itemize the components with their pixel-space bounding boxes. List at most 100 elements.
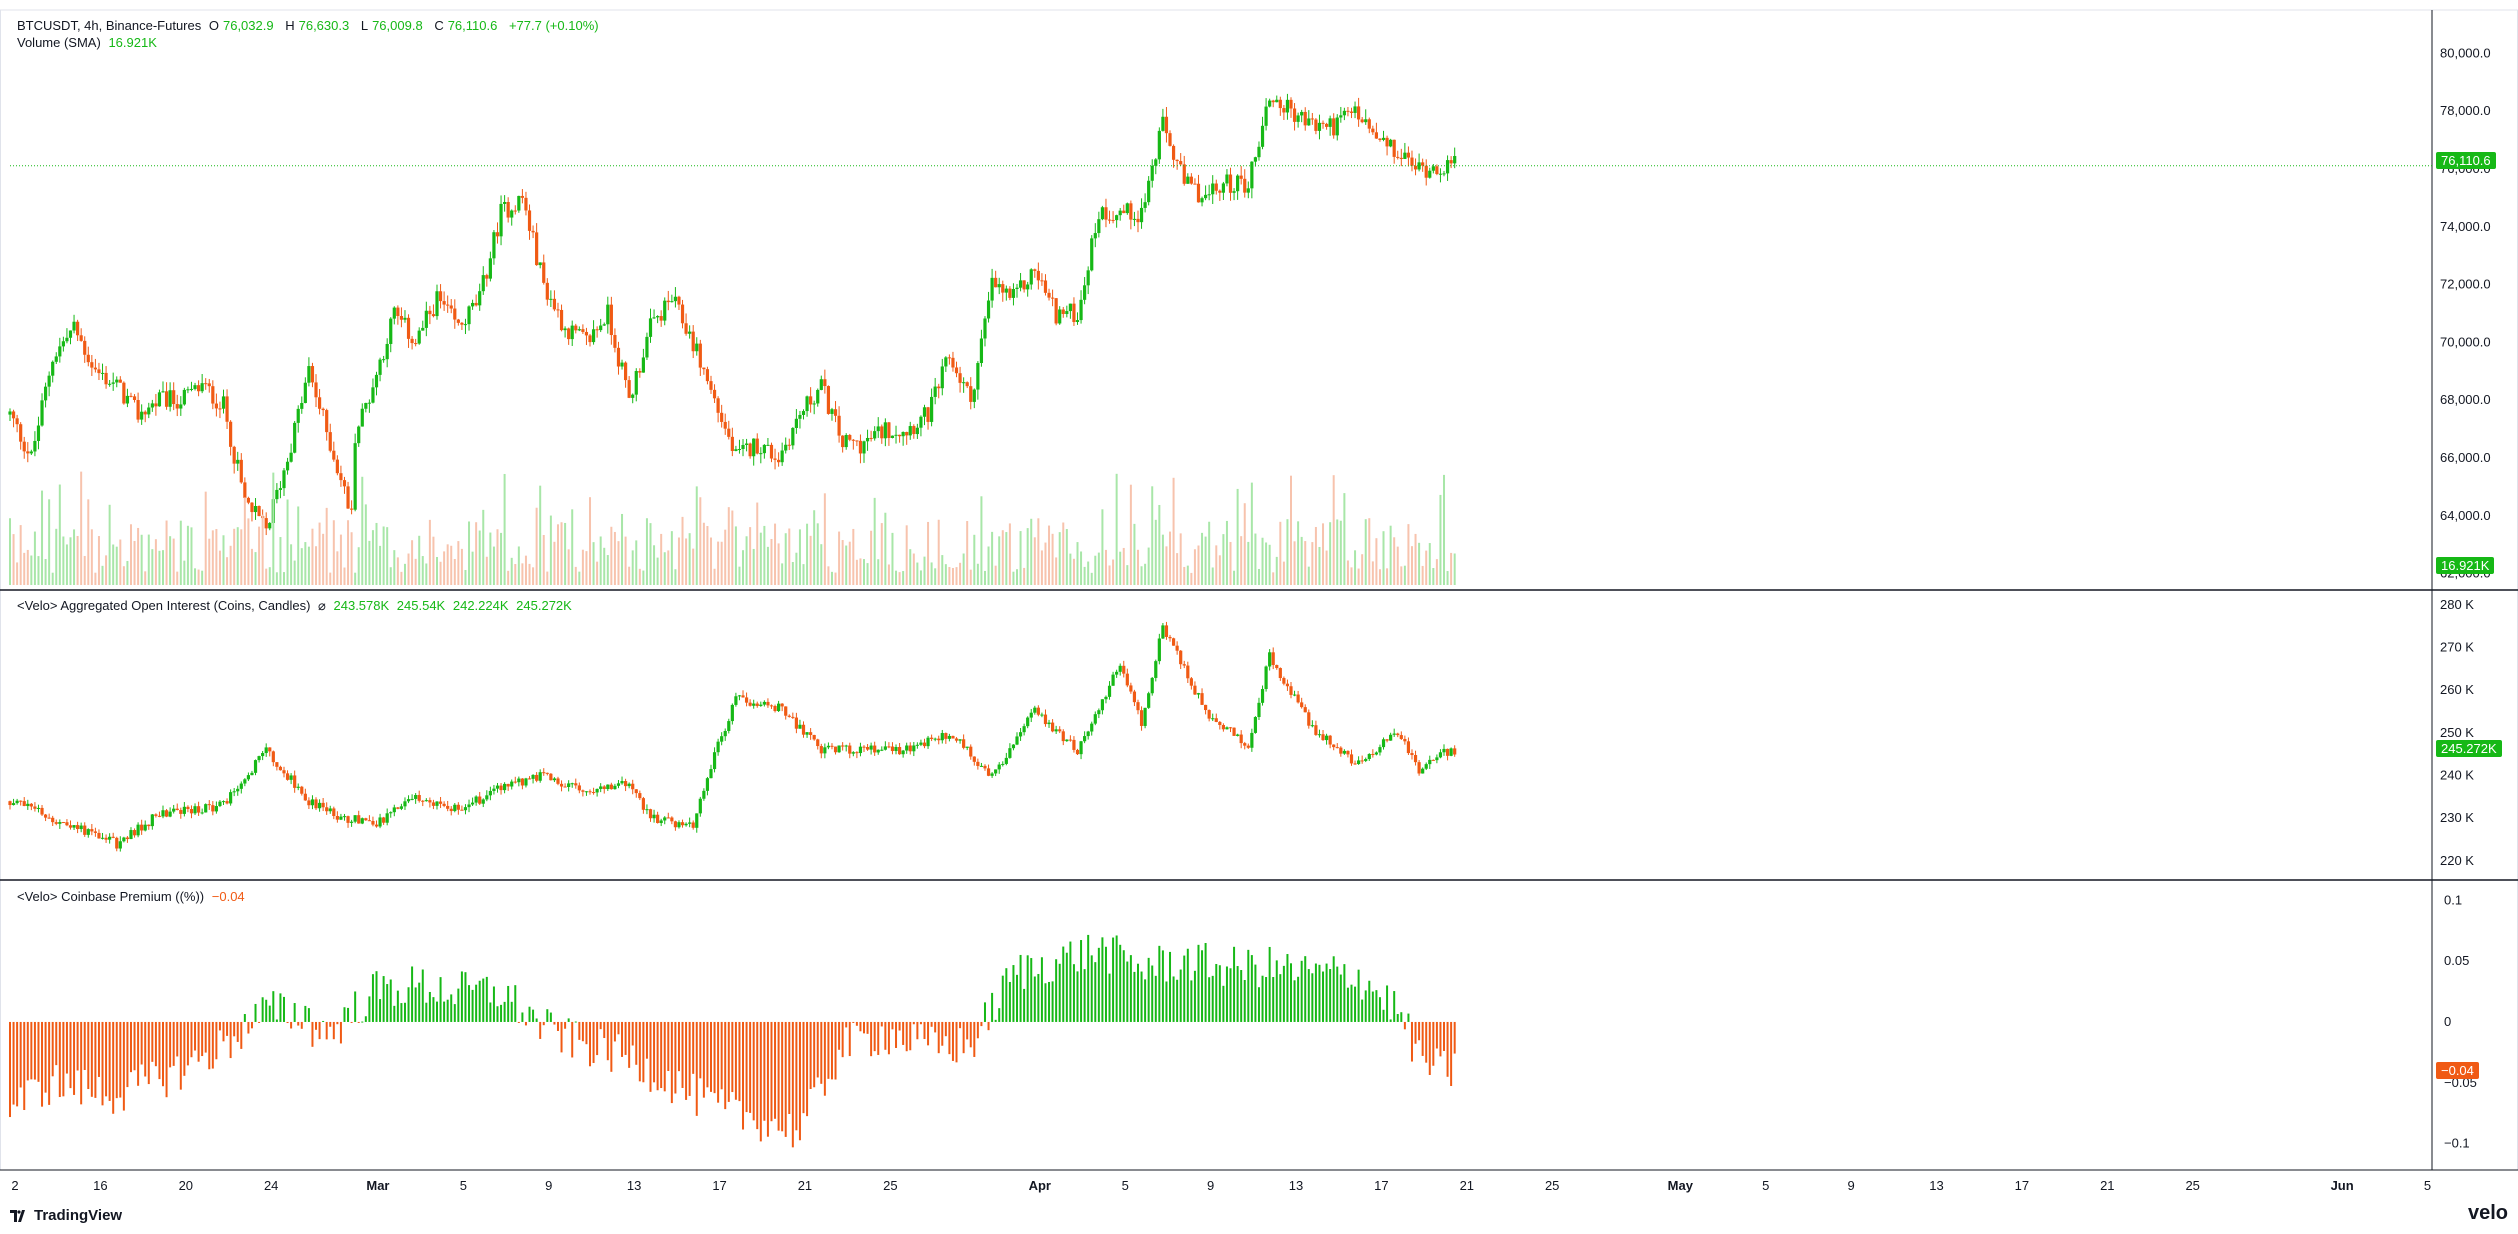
price-tick-label: 78,000.0 — [2440, 103, 2491, 118]
price-candle — [396, 307, 400, 317]
volume-label[interactable]: Volume (SMA) — [17, 35, 101, 50]
oi-candle — [36, 807, 41, 809]
premium-bar — [969, 1021, 972, 1048]
premium-bar — [468, 985, 471, 1022]
premium-bar — [1368, 980, 1371, 1022]
oi-candle — [200, 812, 204, 814]
premium-bar — [315, 1021, 318, 1030]
price-candle — [1445, 160, 1450, 174]
premium-title[interactable]: <Velo> Coinbase Premium ((%)) — [17, 889, 205, 904]
oi-candle — [787, 715, 791, 717]
premium-bar — [578, 1021, 581, 1040]
premium-bar — [1453, 1021, 1456, 1054]
price-candle — [229, 421, 233, 447]
premium-bar — [229, 1021, 232, 1059]
price-candle — [652, 317, 656, 319]
volume-bar — [1172, 477, 1175, 585]
price-candle — [837, 415, 841, 436]
premium-bar — [1435, 1021, 1438, 1049]
price-candle — [1072, 303, 1076, 323]
oi-candle — [901, 750, 905, 755]
premium-bar — [802, 1021, 805, 1114]
premium-bar — [798, 1021, 801, 1141]
premium-bar — [848, 1021, 851, 1057]
oi-candle — [65, 822, 69, 826]
oi-title[interactable]: <Velo> Aggregated Open Interest (Coins, … — [17, 598, 311, 613]
price-candle — [147, 407, 151, 415]
oi-candle — [332, 808, 336, 817]
premium-bar — [222, 1021, 225, 1042]
price-candle — [79, 335, 83, 341]
time-tick-label: 25 — [883, 1178, 897, 1193]
premium-bar — [1236, 966, 1239, 1022]
price-candle — [417, 330, 421, 344]
oi-candle — [1296, 694, 1300, 703]
oi-candle — [979, 765, 984, 767]
volume-bar — [55, 528, 58, 585]
price-candle — [634, 371, 638, 395]
oi-candle — [385, 813, 389, 823]
volume-bar — [19, 525, 22, 585]
tradingview-logo[interactable]: TradingView — [10, 1207, 122, 1224]
time-tick-label: 9 — [545, 1178, 552, 1193]
price-candle — [1225, 174, 1229, 184]
premium-bar — [290, 1021, 293, 1029]
oi-candle — [470, 802, 475, 805]
volume-bar — [122, 566, 125, 585]
premium-bar — [1247, 949, 1250, 1022]
premium-bar — [919, 1021, 922, 1025]
volume-bar — [592, 542, 595, 585]
price-candle — [1207, 194, 1211, 196]
volume-bar — [222, 535, 225, 585]
premium-bar — [1197, 944, 1200, 1022]
volume-bar — [1119, 551, 1122, 585]
oi-candle — [1036, 707, 1040, 715]
premium-bar — [866, 1021, 869, 1034]
volume-bar — [83, 555, 86, 585]
volume-bar — [1129, 484, 1132, 585]
price-candle — [930, 396, 934, 422]
oi-candle — [58, 822, 62, 824]
oi-candle — [168, 811, 172, 817]
price-candle — [716, 398, 720, 413]
volume-bar — [955, 567, 958, 585]
symbol-label[interactable]: BTCUSDT, 4h, Binance-Futures — [17, 18, 202, 33]
premium-bar — [1375, 990, 1378, 1022]
price-candle — [912, 426, 916, 435]
volume-bar — [589, 497, 592, 585]
premium-bar — [293, 1003, 296, 1022]
premium-bar — [1265, 977, 1268, 1022]
premium-bar — [261, 997, 264, 1022]
premium-bar — [1382, 1009, 1385, 1022]
oi-candle — [421, 800, 425, 802]
premium-bar — [254, 1003, 257, 1022]
price-candle — [371, 387, 375, 403]
oi-candle — [556, 778, 560, 784]
oi-candle — [90, 829, 94, 832]
volume-bar — [1382, 531, 1385, 585]
volume-bar — [699, 497, 702, 585]
volume-bar — [685, 538, 688, 585]
premium-bar — [336, 1021, 339, 1025]
premium-bar — [208, 1021, 211, 1070]
oi-candle — [1143, 707, 1147, 726]
volume-bar — [1300, 536, 1303, 585]
price-candle — [1374, 132, 1378, 139]
volume-bar — [838, 531, 841, 585]
open-value: 76,032.9 — [222, 18, 274, 33]
premium-bar — [603, 1021, 606, 1039]
premium-bar — [414, 987, 417, 1022]
oi-candle — [438, 801, 443, 804]
oi-candle — [11, 803, 16, 806]
premium-bar — [770, 1021, 773, 1122]
price-candle — [1339, 115, 1343, 118]
oi-candle — [695, 813, 699, 828]
price-candle — [855, 440, 859, 442]
volume-bar — [688, 533, 691, 585]
premium-bar — [226, 1021, 229, 1036]
price-candle — [243, 482, 247, 498]
oi-candle — [221, 801, 226, 803]
price-candle — [1189, 176, 1193, 184]
price-candle — [844, 434, 848, 448]
